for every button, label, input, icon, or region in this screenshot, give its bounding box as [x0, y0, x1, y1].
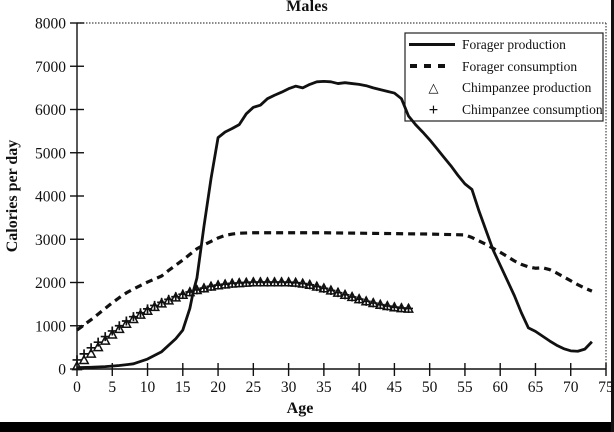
solid-line-swatch-icon: [408, 43, 455, 47]
svg-text:20: 20: [210, 379, 226, 396]
svg-text:35: 35: [316, 379, 332, 396]
legend: Forager production Forager consumption △…: [405, 33, 603, 121]
chart-title: Males: [286, 0, 328, 15]
svg-text:3000: 3000: [35, 232, 66, 249]
svg-text:70: 70: [563, 379, 579, 396]
legend-label: Chimpanzee consumption: [462, 101, 603, 117]
svg-text:10: 10: [140, 379, 156, 396]
right-border-bar: [611, 0, 614, 432]
svg-text:7000: 7000: [35, 59, 66, 76]
svg-text:25: 25: [246, 379, 262, 396]
svg-text:5000: 5000: [35, 145, 66, 162]
legend-label: Forager consumption: [462, 58, 578, 74]
legend-item-chimpanzee-production: △ Chimpanzee production: [405, 77, 603, 98]
svg-text:15: 15: [175, 379, 191, 396]
bottom-border-bar: [0, 422, 614, 432]
svg-text:0: 0: [58, 362, 66, 379]
dashed-line-swatch-icon: [409, 64, 448, 69]
svg-text:60: 60: [492, 379, 508, 396]
svg-text:65: 65: [528, 379, 544, 396]
legend-item-forager-consumption: Forager consumption: [405, 56, 603, 77]
svg-text:2000: 2000: [35, 275, 66, 292]
legend-item-chimpanzee-consumption: + Chimpanzee consumption: [405, 99, 603, 120]
svg-text:4000: 4000: [35, 189, 66, 206]
svg-text:8000: 8000: [35, 16, 66, 33]
svg-text:55: 55: [457, 379, 473, 396]
svg-text:75: 75: [598, 379, 614, 396]
plus-marker-icon: +: [428, 99, 439, 119]
triangle-marker-icon: △: [428, 80, 439, 96]
svg-text:0: 0: [73, 379, 81, 396]
svg-text:40: 40: [351, 379, 367, 396]
y-axis-label: Calories per day: [4, 139, 21, 253]
svg-text:45: 45: [387, 379, 403, 396]
legend-label: Chimpanzee production: [462, 80, 592, 96]
legend-item-forager-production: Forager production: [405, 34, 603, 55]
svg-text:6000: 6000: [35, 102, 66, 119]
legend-label: Forager production: [462, 37, 566, 53]
svg-text:5: 5: [108, 379, 116, 396]
svg-text:1000: 1000: [35, 318, 66, 335]
svg-text:50: 50: [422, 379, 438, 396]
svg-text:30: 30: [281, 379, 297, 396]
x-axis-label: Age: [286, 400, 314, 417]
